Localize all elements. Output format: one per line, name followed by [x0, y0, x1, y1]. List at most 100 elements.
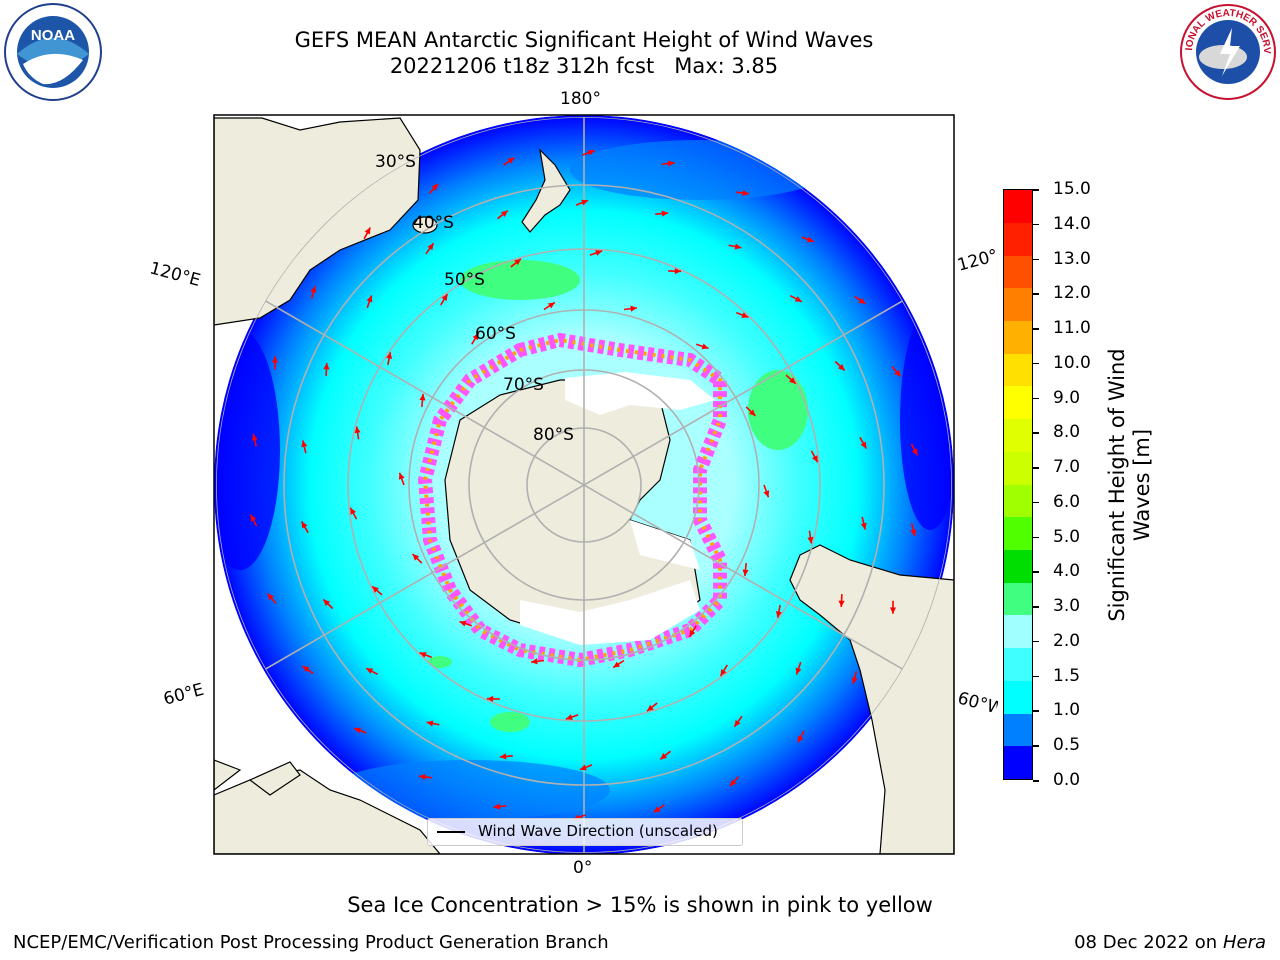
colorbar-tick-label: 12.0 — [1053, 283, 1091, 304]
colorbar-tick-label: 3.0 — [1053, 596, 1081, 617]
wind-arrow-head — [894, 369, 901, 377]
lat-label-70s: 70°S — [503, 375, 544, 395]
colorbar-tick-mark — [1033, 675, 1039, 678]
lat-label-50s: 50°S — [444, 270, 485, 290]
wind-arrow-head — [302, 666, 310, 673]
colorbar-tick-mark — [1033, 606, 1039, 608]
wind-arrow-head — [323, 599, 330, 607]
colorbar-tick-label: 7.0 — [1053, 457, 1081, 478]
wind-arrow-head — [354, 426, 361, 434]
colorbar-tick-label: 14.0 — [1053, 213, 1091, 234]
wave-high-patch — [490, 712, 530, 732]
wind-arrow-head — [653, 806, 661, 813]
wind-arrow-head — [301, 440, 308, 448]
noaa-logo-text: NOAA — [31, 27, 75, 44]
wind-arrow-head — [531, 658, 538, 665]
wind-arrow-head — [251, 433, 258, 441]
colorbar-tick-mark — [1033, 640, 1039, 643]
wind-arrow-head — [441, 294, 448, 301]
wind-arrow-head — [507, 157, 515, 164]
wind-arrow-head — [667, 160, 675, 167]
wind-arrow-head — [366, 668, 374, 674]
colorbar-segment — [1004, 484, 1032, 518]
wind-arrow-head — [499, 753, 507, 760]
map-frame — [213, 114, 955, 855]
colorbar-tick-mark — [1033, 710, 1039, 712]
wind-arrow-head — [372, 586, 379, 593]
sea-ice-note: Sea Ice Concentration > 15% is shown in … — [347, 893, 933, 917]
legend-line — [437, 831, 465, 833]
wind-arrow-head — [806, 236, 814, 243]
lat-label-60s: 60°S — [475, 324, 516, 344]
colorbar-tick-label: 8.0 — [1053, 422, 1081, 443]
wind-arrow-head — [660, 753, 668, 760]
wind-arrow-head — [789, 377, 796, 384]
wind-arrow-head — [860, 522, 867, 530]
colorbar-segment — [1004, 713, 1032, 747]
colorbar-tick-label: 10.0 — [1053, 352, 1091, 373]
wind-arrow-head — [811, 455, 818, 463]
colorbar-tick-mark — [1033, 536, 1039, 539]
colorbar — [1003, 189, 1033, 780]
wind-arrow-head — [500, 210, 508, 217]
wind-arrow-head — [807, 536, 814, 544]
wind-arrow-head — [579, 764, 587, 771]
colorbar-segment — [1004, 222, 1032, 256]
wind-arrow-head — [547, 302, 555, 309]
nws-logo: NATIONAL WEATHER SERVICE — [1178, 2, 1276, 100]
ice-shelf — [630, 520, 700, 570]
wind-arrow-head — [911, 448, 918, 456]
land-australia — [214, 117, 421, 326]
colorbar-tick-label: 1.5 — [1053, 665, 1081, 686]
colorbar-segment — [1004, 190, 1032, 223]
wind-arrows — [249, 149, 919, 821]
colorbar-tick-mark — [1033, 293, 1039, 295]
wind-arrow-head — [734, 719, 741, 727]
colorbar-tick-mark — [1033, 432, 1039, 434]
wind-arrow-head — [729, 779, 737, 787]
wind-arrow-head — [419, 652, 427, 658]
wind-arrow-head — [838, 600, 845, 608]
colorbar-tick-label: 15.0 — [1053, 179, 1091, 199]
wind-arrow-head — [366, 295, 373, 303]
legend-label: Wind Wave Direction (unscaled) — [478, 822, 718, 840]
noaa-logo: NOAA — [4, 3, 102, 101]
wind-arrow-head — [493, 803, 501, 810]
wind-arrow-head — [364, 227, 371, 235]
wind-arrow-head — [250, 514, 257, 522]
chart-subtitle: 20221206 t18z 312h fcst Max: 3.85 — [389, 54, 779, 78]
wind-arrow-head — [419, 393, 426, 401]
footer-machine: Hera — [1222, 932, 1266, 953]
wind-arrow-head — [418, 773, 426, 780]
wind-arrow-head — [910, 529, 917, 537]
wind-arrow-head — [797, 735, 804, 743]
colorbar-label: Significant Height of Wind Waves [m] — [1105, 348, 1154, 622]
colorbar-segment — [1004, 615, 1032, 649]
wind-arrow-head — [775, 610, 782, 618]
wind-arrow-head — [514, 258, 522, 266]
wind-arrow-head — [354, 727, 362, 734]
land-madagascar — [248, 761, 301, 796]
wind-arrow-head — [427, 243, 434, 251]
colorbar-tick-label: 4.0 — [1053, 561, 1081, 582]
wind-arrow-head — [838, 363, 845, 371]
wind-arrow-head — [426, 720, 434, 727]
wind-arrow-head — [674, 268, 682, 275]
land-south-america — [789, 544, 954, 854]
colorbar-segment — [1004, 288, 1032, 321]
wind-arrow-head — [630, 305, 637, 312]
wind-arrow-head — [431, 183, 439, 191]
wind-arrow-head — [795, 667, 802, 675]
wind-arrow-head — [858, 297, 866, 304]
wind-arrow-head — [386, 352, 393, 360]
wind-arrow-head — [742, 569, 749, 577]
colorbar-tick-label: 1.0 — [1053, 700, 1081, 721]
wind-arrow-head — [742, 190, 750, 197]
wind-arrow-head — [459, 620, 467, 627]
lat-label-30s: 30°S — [375, 152, 416, 172]
wind-arrow-head — [889, 607, 897, 614]
colorbar-segment — [1004, 582, 1032, 616]
wind-arrow-head — [613, 661, 621, 668]
wind-arrow-head — [851, 677, 858, 684]
colorbar-tick-mark — [1033, 571, 1039, 573]
